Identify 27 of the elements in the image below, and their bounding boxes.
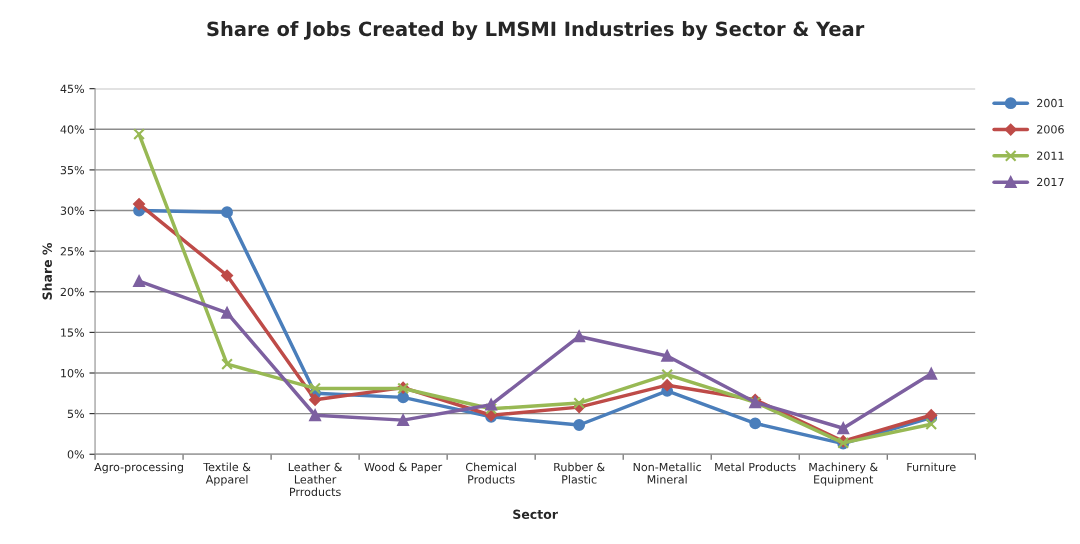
x-tick-label: Wood & Paper — [364, 462, 443, 474]
y-tick-label: 15% — [61, 328, 85, 337]
x-tick-label: Textile & Apparel — [203, 462, 251, 486]
y-tick-label: 30% — [60, 206, 85, 215]
y-tick-label: 35% — [60, 165, 85, 175]
x-axis-title: Sector — [513, 509, 558, 519]
x-tick-label: Furniture — [907, 462, 956, 472]
y-tick-label: 25% — [60, 247, 85, 256]
x-tick-label: Metal Products — [715, 462, 796, 472]
legend-label: 2017 — [1037, 177, 1064, 187]
legend-label: 2006 — [1037, 125, 1064, 134]
x-tick-label: Machinery & Equipment — [809, 462, 878, 486]
y-axis-title: Share % — [42, 242, 52, 300]
y-tick-label: 10% — [61, 368, 85, 378]
y-tick-label: 5% — [67, 409, 85, 418]
y-tick-label: 20% — [60, 287, 85, 297]
x-tick-label: Chemical Products — [465, 462, 516, 484]
chart-title: Share of Jobs Created by LMSMI Industries by Sector & Year — [207, 21, 865, 41]
legend-label: 2001 — [1037, 98, 1064, 108]
y-tick-label: 45% — [60, 84, 85, 94]
y-tick-label: 0% — [67, 450, 85, 459]
x-tick-label: Rubber & Plastic — [554, 462, 605, 484]
y-tick-label: 40% — [60, 125, 85, 134]
x-tick-label: Leather & Leather Prroducts — [288, 462, 343, 497]
x-tick-label: Agro-processing — [94, 462, 183, 474]
legend-label: 2011 — [1037, 151, 1064, 160]
x-tick-label: Non-Metallic Mineral — [633, 462, 702, 484]
